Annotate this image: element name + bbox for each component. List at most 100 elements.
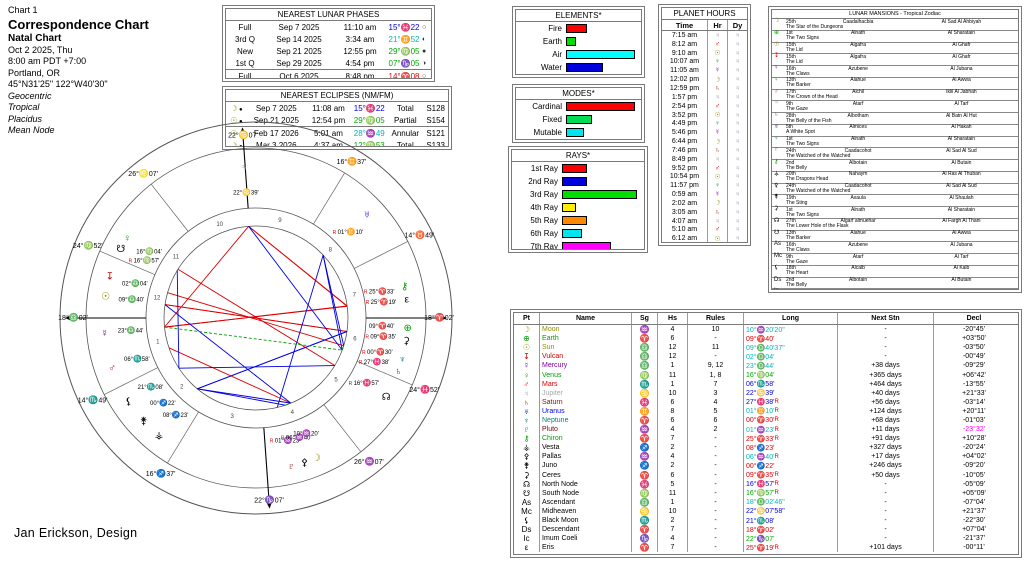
house-cusp-9 xyxy=(313,172,345,225)
moon-phase-icon: ◐ xyxy=(422,35,427,43)
bar-label: 4th Ray xyxy=(530,203,558,212)
hour-ruler-glyph: ♄ xyxy=(708,84,728,93)
planet-row: ☿ Mercury ♎ 1 9, 12 23°♎44' +38 days -09°29' xyxy=(514,361,1018,371)
modes-title: MODES* xyxy=(516,88,641,100)
blackmoon-position-label: 21°♏08' xyxy=(138,382,164,391)
house-number-6: 6 xyxy=(353,336,357,342)
mansion-name: Alnath xyxy=(850,30,866,37)
aspect-venus-nnode xyxy=(177,268,336,366)
vulcan-glyph: ↧ xyxy=(106,272,114,283)
point-glyph: As xyxy=(774,241,782,248)
point-glyph: ↧ xyxy=(774,53,780,60)
mansion-name: Azubene xyxy=(848,241,868,248)
cusp-label-5: 26°♒07' xyxy=(354,456,384,466)
aspect-moon-sun xyxy=(164,304,292,404)
mansion-meaning: The Two Signs xyxy=(786,35,819,42)
lunar-phase-row: 3rd Q Sep 14 2025 3:34 am 21°♊52 ◐ xyxy=(234,34,427,44)
cusp-label-11: 26°♌07' xyxy=(128,168,158,178)
house-number-4: 4 xyxy=(291,410,295,416)
bar-row: Fire xyxy=(516,22,641,35)
juno-glyph: ⚵ xyxy=(140,416,147,427)
chiron-position-label: R 25°♈33' xyxy=(364,287,395,296)
planet-hour-row: 3:05 am ♄ ♃ xyxy=(662,207,747,217)
planet-hour-row: 11:05 am ☿ ♃ xyxy=(662,66,747,76)
planet-row: ♂ Mars ♏ 1 7 06°♏58' +464 days -13°55' xyxy=(514,379,1018,389)
lunar-mansion-row: Mc 9th Atarf Al Tarf The Gaze xyxy=(772,253,1018,266)
mansion-name: Alnath xyxy=(850,206,866,213)
bar-6th-ray xyxy=(562,229,582,238)
lunar-mansion-row: ♆ 1st Alnath Al Sharatain The Two Signs xyxy=(772,136,1018,149)
house-cusp-2 xyxy=(104,367,158,395)
chart-type: Natal Chart xyxy=(8,32,62,44)
planet-hour-row: 1:57 pm ♃ ♃ xyxy=(662,92,747,102)
planet-row: ⚶ Vesta ♐ 2-08°♐23' +327 days -20°24' xyxy=(514,443,1018,453)
planet-hours-header: Time Hr Dy xyxy=(662,20,747,31)
venus-glyph: ♀ xyxy=(123,233,130,244)
day-ruler-glyph: ♃ xyxy=(734,155,741,163)
chart-time: 8:00 am PDT +7:00 xyxy=(8,56,87,66)
moon-position-label: 10°♒20' xyxy=(293,429,319,438)
house-number-11: 11 xyxy=(173,254,180,260)
planet-hour-row: 7:46 pm ♄ ♃ xyxy=(662,145,747,155)
mercury-position-label: 23°♎44' xyxy=(118,325,144,334)
lunar-mansion-row: ⚶ 20th Nahaym Al Ras Al Thuban The Dragons H… xyxy=(772,171,1018,184)
planet-row: ε Eris ♈ 7-25°♈19' R +101 days -00°11' xyxy=(514,543,1018,553)
planet-row: ⚴ Pallas ♒ 4-06°♒40' R +17 days +04°02' xyxy=(514,452,1018,462)
hour-ruler-glyph: ♂ xyxy=(708,225,728,235)
bar-label: 5th Ray xyxy=(530,216,558,225)
planet-hour-row: 11:57 pm ♀ ♃ xyxy=(662,181,747,191)
bar-2nd-ray xyxy=(562,177,587,186)
saturn-position-label: R 27°♓38' xyxy=(359,357,390,366)
day-ruler-glyph: ♃ xyxy=(734,67,741,75)
cusp-label-1: 18°♎02' xyxy=(58,312,88,322)
blackmoon-glyph: ⚸ xyxy=(125,396,132,407)
day-ruler-glyph: ♃ xyxy=(734,31,741,39)
aspect-moon-mars xyxy=(168,347,292,404)
rays-panel: RAYS* 1st Ray 2nd Ray 3rd Ray 4th Ray 5th Ray… xyxy=(508,146,648,253)
uranus-position-label: R 01°♊10' xyxy=(333,227,364,236)
aspect-blackmoon-snode xyxy=(176,270,180,369)
page-title: Correspondence Chart xyxy=(8,16,149,32)
elements-panel: ELEMENTS* Fire Earth Air Water xyxy=(512,6,645,78)
hour-ruler-glyph: ♂ xyxy=(708,101,728,111)
lunar-mansion-row: ⚸ 18th Alcalb Al Kalb The Heart xyxy=(772,265,1018,278)
cusp-label-2: 14°♏49' xyxy=(78,394,108,404)
lunar-mansion-row: ⚳ 1st Alnath Al Sharatain The Two Signs xyxy=(772,206,1018,219)
planet-hour-row: 6:12 am ☉ ♃ xyxy=(662,234,747,242)
earth-position-label: 09°♈40' xyxy=(369,321,395,330)
mansion-arabic-name: Al Ras Al Thuban xyxy=(942,171,981,178)
elements-title: ELEMENTS* xyxy=(516,10,641,22)
chart-place: Portland, OR xyxy=(8,67,61,78)
lunar-mansion-row: ♄ 28th Albotham Al Batn Al Hut The Belly of … xyxy=(772,112,1018,125)
bar-label: Mutable xyxy=(533,128,562,137)
mansion-arabic-name: Al Awwa xyxy=(952,77,971,84)
moon-phase-icon: ○ xyxy=(422,72,427,79)
point-glyph: ♂ xyxy=(774,88,779,95)
chart-number: Chart 1 xyxy=(8,5,38,15)
planet-hour-row: 2:54 pm ♂ ♃ xyxy=(662,101,747,111)
lunar-phase-row: New Sep 21 2025 12:55 pm 29°♍05 ● xyxy=(236,46,427,56)
aspect-uranus-pluto xyxy=(276,254,324,408)
mansion-meaning: The Gaze xyxy=(786,258,808,265)
mansion-name: Alahue xyxy=(850,230,866,236)
planet-hour-row: 10:07 am ♀ ♃ xyxy=(662,57,747,67)
day-ruler-glyph: ♃ xyxy=(734,191,741,199)
mansion-arabic-name: Al Tarf xyxy=(954,100,969,107)
eclipse-row: ☉ ● Sep 21 2025 12:54 pm 29°♍05 Partial S154 xyxy=(226,114,448,126)
mansion-arabic-name: Al Butain xyxy=(951,277,972,283)
mansion-name: Atarf xyxy=(852,253,864,260)
hour-ruler-glyph: ♀ xyxy=(708,181,728,191)
mansion-meaning: The Two Signs xyxy=(786,211,819,218)
day-ruler-glyph: ♃ xyxy=(734,93,741,101)
bar-row: Earth xyxy=(516,35,641,48)
lunar-mansion-row: ☉ 15th Algafra Al Ghafr The Lid xyxy=(772,42,1018,55)
bar-label: Water xyxy=(540,63,562,72)
planet-hour-row: 9:10 am ☉ ♃ xyxy=(662,48,747,58)
nnode-glyph: ☊ xyxy=(382,392,391,403)
house-number-9: 9 xyxy=(278,218,282,224)
mansion-name: Algafra xyxy=(850,53,866,60)
bar-label: Air xyxy=(552,50,562,59)
mansion-arabic-name: Al Sad Al Sud xyxy=(946,183,977,189)
sun-glyph: ☉ xyxy=(101,291,110,302)
bar-row: 6th Ray xyxy=(512,227,644,240)
